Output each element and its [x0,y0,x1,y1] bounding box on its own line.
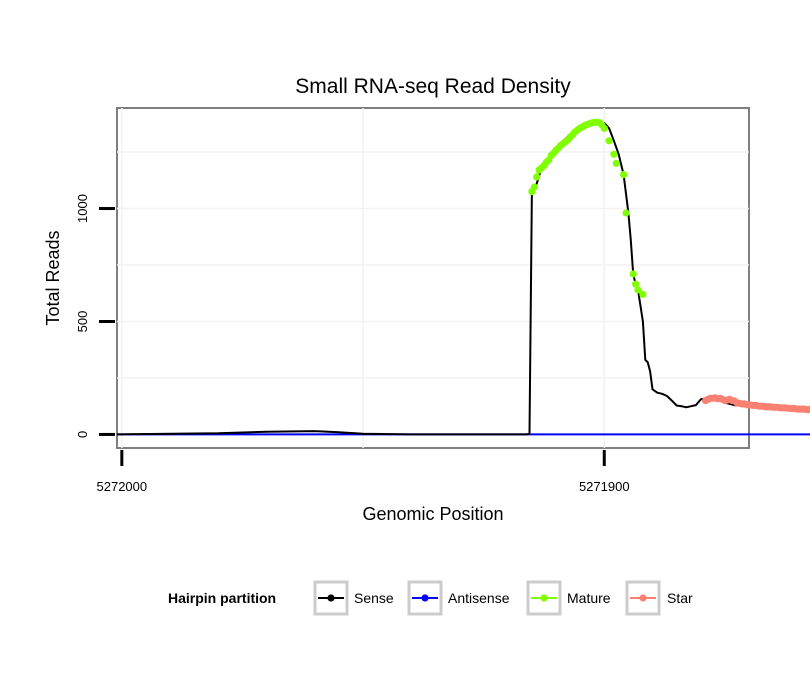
mature-point [620,171,628,179]
chart-title: Small RNA-seq Read Density [295,75,571,98]
mature-point [600,124,608,132]
mature-point [629,270,637,278]
panel-border [116,107,750,449]
legend: Hairpin partition Sense Antisense Mature St… [168,580,693,616]
x-tick-label: 5271900 [579,479,630,494]
legend-label-antisense: Antisense [448,590,510,606]
legend-item-sense: Sense [313,580,394,616]
legend-item-star: Star [625,580,693,616]
mature-point [530,183,538,191]
y-axis-title: Total Reads [43,230,63,325]
legend-swatch-point [421,594,429,602]
y-tick-label: 1000 [75,194,90,223]
y-axis: 0 500 1000 [75,194,115,438]
y-tick-label: 500 [75,311,90,333]
mature-point [605,137,613,145]
mature-point [533,173,541,181]
x-tick-label: 5272000 [97,479,148,494]
series-layer [116,118,810,436]
mature-point [610,150,618,158]
mature-point [632,280,640,288]
legend-item-antisense: Antisense [407,580,510,616]
legend-swatch-point [639,594,647,602]
x-axis: 527200052719005271800 [97,450,630,494]
legend-label-sense: Sense [354,590,394,606]
x-axis-title: Genomic Position [362,504,503,524]
legend-item-mature: Mature [526,580,611,616]
legend-title: Hairpin partition [168,590,276,606]
legend-swatch-point [540,594,548,602]
legend-label-star: Star [667,590,693,606]
mature-point [639,290,647,298]
mature-point [622,209,630,217]
legend-swatch-point [327,594,335,602]
y-tick-label: 0 [75,431,90,438]
plot-panel [116,107,810,449]
mature-point [634,286,642,294]
mature-point [612,159,620,167]
legend-label-mature: Mature [567,590,611,606]
